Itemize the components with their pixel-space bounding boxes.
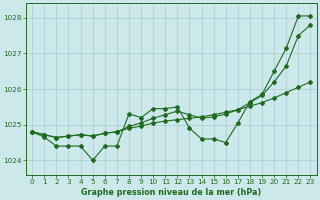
X-axis label: Graphe pression niveau de la mer (hPa): Graphe pression niveau de la mer (hPa) (81, 188, 261, 197)
